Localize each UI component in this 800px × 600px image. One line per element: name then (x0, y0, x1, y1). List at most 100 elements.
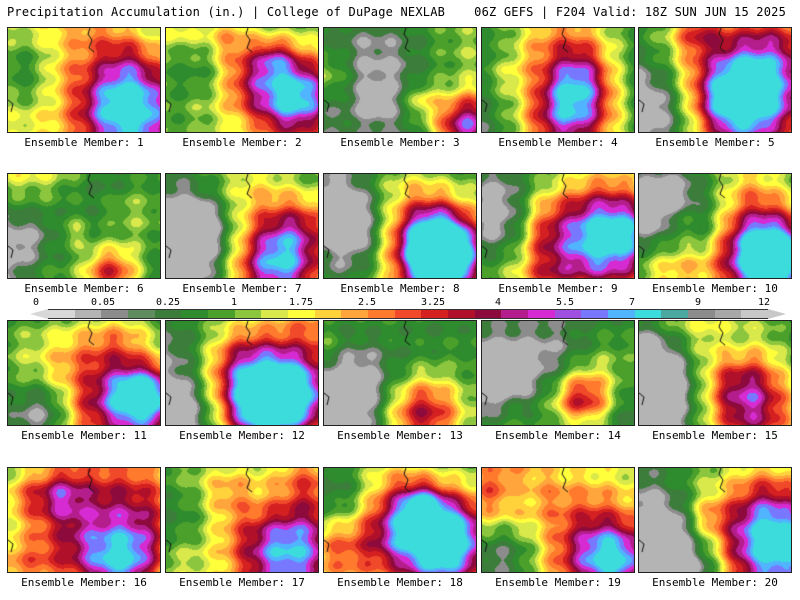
ensemble-member-label: Ensemble Member: 15 (652, 429, 778, 442)
ensemble-member-label: Ensemble Member: 1 (24, 136, 144, 149)
precip-field-map (166, 174, 318, 278)
ensemble-member-label: Ensemble Member: 11 (21, 429, 147, 442)
ensemble-map-panel-9 (481, 173, 635, 279)
colorbar-swatch (368, 309, 396, 319)
ensemble-map-panel-18 (323, 467, 477, 573)
colorbar-swatch (208, 309, 236, 319)
ensemble-map-panel-17 (165, 467, 319, 573)
colorbar-swatch (394, 309, 422, 319)
ensemble-member-label: Ensemble Member: 5 (655, 136, 775, 149)
ensemble-member-label: Ensemble Member: 14 (495, 429, 621, 442)
colorbar-tick-label: 7 (628, 297, 636, 308)
colorbar-tick-label: 12 (757, 297, 771, 308)
precip-field-map (324, 28, 476, 132)
colorbar-tick-label: 2.5 (357, 297, 377, 308)
colorbar-swatch (341, 309, 369, 319)
colorbar-swatch (554, 309, 582, 319)
precip-field-map (166, 468, 318, 572)
ensemble-member-label: Ensemble Member: 7 (182, 282, 302, 295)
precip-field-map (324, 321, 476, 425)
ensemble-map-panel-1 (7, 27, 161, 133)
precip-field-map (166, 321, 318, 425)
colorbar-swatch (741, 309, 769, 319)
colorbar-tick-label: 9 (694, 297, 702, 308)
precip-field-map (324, 468, 476, 572)
colorbar-min-arrow (30, 309, 48, 319)
colorbar-swatch (128, 309, 156, 319)
ensemble-member-label: Ensemble Member: 4 (498, 136, 618, 149)
colorbar-swatch (48, 309, 76, 319)
ensemble-map-panel-2 (165, 27, 319, 133)
ensemble-member-label: Ensemble Member: 18 (337, 576, 463, 589)
colorbar-tick-label: 3.25 (420, 297, 446, 308)
ensemble-member-label: Ensemble Member: 19 (495, 576, 621, 589)
header: Precipitation Accumulation (in.) | Colle… (0, 0, 800, 22)
ensemble-member-label: Ensemble Member: 16 (21, 576, 147, 589)
colorbar-swatch (74, 309, 102, 319)
colorbar-swatch (528, 309, 556, 319)
precip-field-map (8, 468, 160, 572)
colorbar-tick-label: 4 (494, 297, 502, 308)
ensemble-member-label: Ensemble Member: 9 (498, 282, 618, 295)
precip-field-map (8, 28, 160, 132)
colorbar-swatch (314, 309, 342, 319)
precip-field-map (639, 321, 791, 425)
precip-field-map (8, 321, 160, 425)
colorbar-swatch (608, 309, 636, 319)
colorbar-swatch (421, 309, 449, 319)
ensemble-map-panel-4 (481, 27, 635, 133)
colorbar-max-arrow (768, 309, 786, 319)
ensemble-map-panel-8 (323, 173, 477, 279)
ensemble-map-panel-3 (323, 27, 477, 133)
colorbar-swatch (714, 309, 742, 319)
ensemble-map-panel-10 (638, 173, 792, 279)
colorbar-swatch (581, 309, 609, 319)
precip-field-map (8, 174, 160, 278)
ensemble-map-panel-7 (165, 173, 319, 279)
colorbar-tick-label: 1.75 (288, 297, 314, 308)
precipitation-colorbar: 0 0.05 0.25 1 1.75 2.5 3.25 4 5.5 7 9 12 (30, 297, 786, 319)
colorbar-swatch (661, 309, 689, 319)
ensemble-map-panel-13 (323, 320, 477, 426)
ensemble-map-panel-19 (481, 467, 635, 573)
ensemble-map-panel-16 (7, 467, 161, 573)
colorbar-swatch (634, 309, 662, 319)
precip-field-map (482, 174, 634, 278)
ensemble-member-label: Ensemble Member: 2 (182, 136, 302, 149)
precip-field-map (639, 28, 791, 132)
ensemble-map-panel-6 (7, 173, 161, 279)
ensemble-map-panel-14 (481, 320, 635, 426)
ensemble-map-panel-5 (638, 27, 792, 133)
colorbar-swatch (501, 309, 529, 319)
ensemble-member-label: Ensemble Member: 13 (337, 429, 463, 442)
colorbar-swatch (261, 309, 289, 319)
colorbar-swatch (448, 309, 476, 319)
ensemble-map-panel-15 (638, 320, 792, 426)
colorbar-tick-label: 0 (32, 297, 40, 308)
ensemble-member-label: Ensemble Member: 6 (24, 282, 144, 295)
precip-field-map (639, 468, 791, 572)
precip-field-map (482, 321, 634, 425)
colorbar-tick-label: 0.05 (90, 297, 116, 308)
colorbar-tick-label: 5.5 (555, 297, 575, 308)
precip-field-map (482, 468, 634, 572)
precip-field-map (482, 28, 634, 132)
ensemble-member-label: Ensemble Member: 3 (340, 136, 460, 149)
colorbar-swatch (154, 309, 182, 319)
ensemble-member-label: Ensemble Member: 17 (179, 576, 305, 589)
ensemble-member-label: Ensemble Member: 8 (340, 282, 460, 295)
colorbar-swatch (101, 309, 129, 319)
ensemble-map-panel-12 (165, 320, 319, 426)
ensemble-map-panel-20 (638, 467, 792, 573)
colorbar-swatch (181, 309, 209, 319)
map-title: Precipitation Accumulation (in.) | Colle… (7, 5, 446, 19)
ensemble-member-label: Ensemble Member: 20 (652, 576, 778, 589)
colorbar-tick-label: 0.25 (155, 297, 181, 308)
colorbar-swatch (234, 309, 262, 319)
precip-field-map (324, 174, 476, 278)
colorbar-swatch (474, 309, 502, 319)
precip-field-map (639, 174, 791, 278)
colorbar-swatch (688, 309, 716, 319)
ensemble-map-panel-11 (7, 320, 161, 426)
run-info: 06Z GEFS | F204 Valid: 18Z SUN JUN 15 20… (474, 5, 786, 19)
